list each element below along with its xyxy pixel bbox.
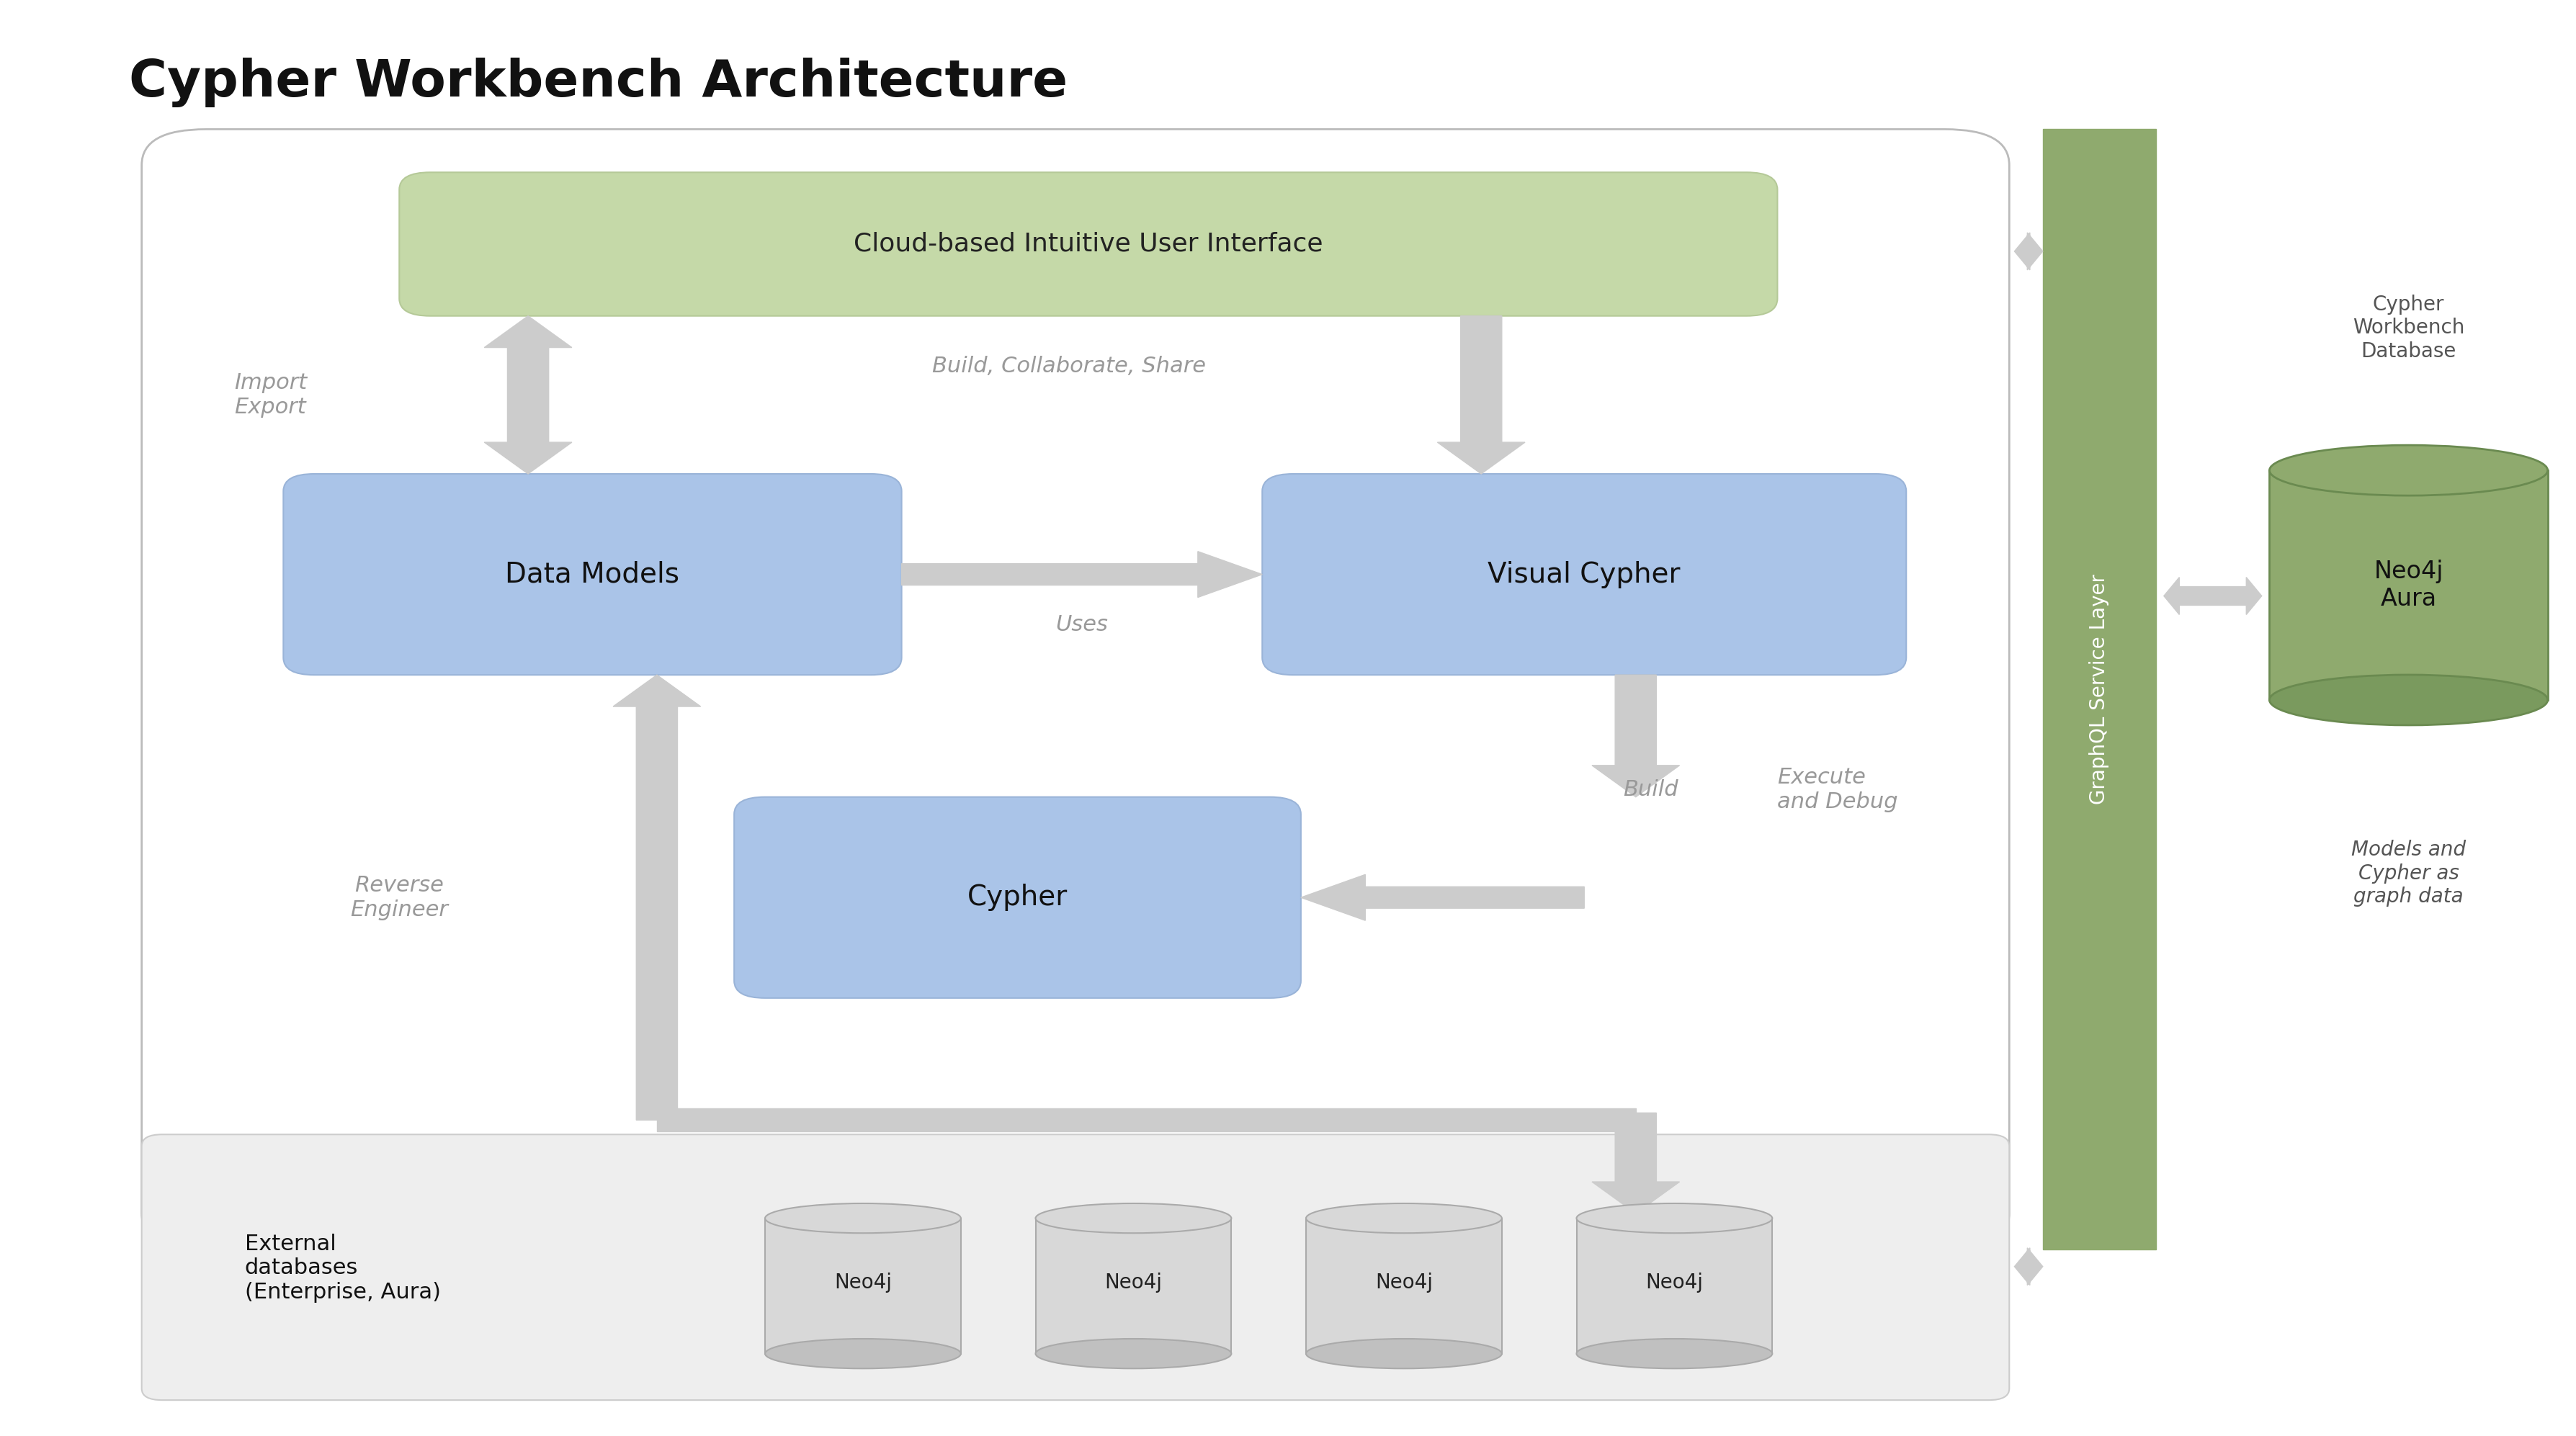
Text: Models and
Cypher as
graph data: Models and Cypher as graph data [2352, 840, 2465, 908]
FancyBboxPatch shape [2043, 129, 2156, 1249]
FancyBboxPatch shape [1262, 474, 1906, 675]
FancyBboxPatch shape [1306, 1218, 1502, 1354]
Ellipse shape [1577, 1203, 1772, 1234]
Text: Execute
and Debug: Execute and Debug [1777, 767, 1899, 813]
Polygon shape [484, 316, 572, 474]
Polygon shape [613, 675, 701, 1120]
Text: Cloud-based Intuitive User Interface: Cloud-based Intuitive User Interface [853, 231, 1324, 257]
Text: Reverse
Engineer: Reverse Engineer [350, 875, 448, 920]
Text: Neo4j: Neo4j [1105, 1272, 1162, 1292]
Ellipse shape [1306, 1338, 1502, 1369]
Polygon shape [1592, 675, 1680, 797]
Polygon shape [2014, 1248, 2043, 1285]
FancyBboxPatch shape [142, 129, 2009, 1249]
Text: Neo4j: Neo4j [1646, 1272, 1703, 1292]
Text: Neo4j: Neo4j [835, 1272, 891, 1292]
Text: Import
Export: Import Export [234, 372, 307, 418]
Polygon shape [2164, 577, 2262, 615]
FancyBboxPatch shape [1036, 1218, 1231, 1354]
Ellipse shape [765, 1338, 961, 1369]
Ellipse shape [2269, 445, 2548, 495]
Ellipse shape [1036, 1203, 1231, 1234]
Text: Uses: Uses [1056, 615, 1108, 635]
Text: External
databases
(Enterprise, Aura): External databases (Enterprise, Aura) [245, 1234, 440, 1302]
Ellipse shape [1306, 1203, 1502, 1234]
Text: Visual Cypher: Visual Cypher [1489, 560, 1680, 589]
Text: Cypher Workbench Architecture: Cypher Workbench Architecture [129, 57, 1066, 108]
Text: Cypher
Workbench
Database: Cypher Workbench Database [2352, 294, 2465, 362]
FancyBboxPatch shape [765, 1218, 961, 1354]
FancyBboxPatch shape [283, 474, 902, 675]
Text: Data Models: Data Models [505, 560, 680, 589]
FancyBboxPatch shape [142, 1134, 2009, 1400]
Text: GraphQL Service Layer: GraphQL Service Layer [2089, 574, 2110, 804]
Ellipse shape [2269, 675, 2548, 725]
Polygon shape [1592, 1113, 1680, 1213]
FancyBboxPatch shape [399, 172, 1777, 316]
Ellipse shape [765, 1203, 961, 1234]
Ellipse shape [1577, 1338, 1772, 1369]
Text: Neo4j
Aura: Neo4j Aura [2375, 560, 2442, 610]
Polygon shape [657, 1109, 1636, 1132]
FancyBboxPatch shape [2269, 471, 2548, 699]
Polygon shape [1437, 316, 1525, 474]
Text: Build, Collaborate, Share: Build, Collaborate, Share [933, 356, 1206, 376]
Text: Build: Build [1623, 780, 1677, 800]
Text: Cypher: Cypher [969, 883, 1066, 912]
Polygon shape [2014, 233, 2043, 270]
Polygon shape [902, 551, 1262, 597]
Ellipse shape [1036, 1338, 1231, 1369]
FancyBboxPatch shape [734, 797, 1301, 998]
Polygon shape [1301, 875, 1584, 920]
Text: Neo4j: Neo4j [1376, 1272, 1432, 1292]
FancyBboxPatch shape [1577, 1218, 1772, 1354]
